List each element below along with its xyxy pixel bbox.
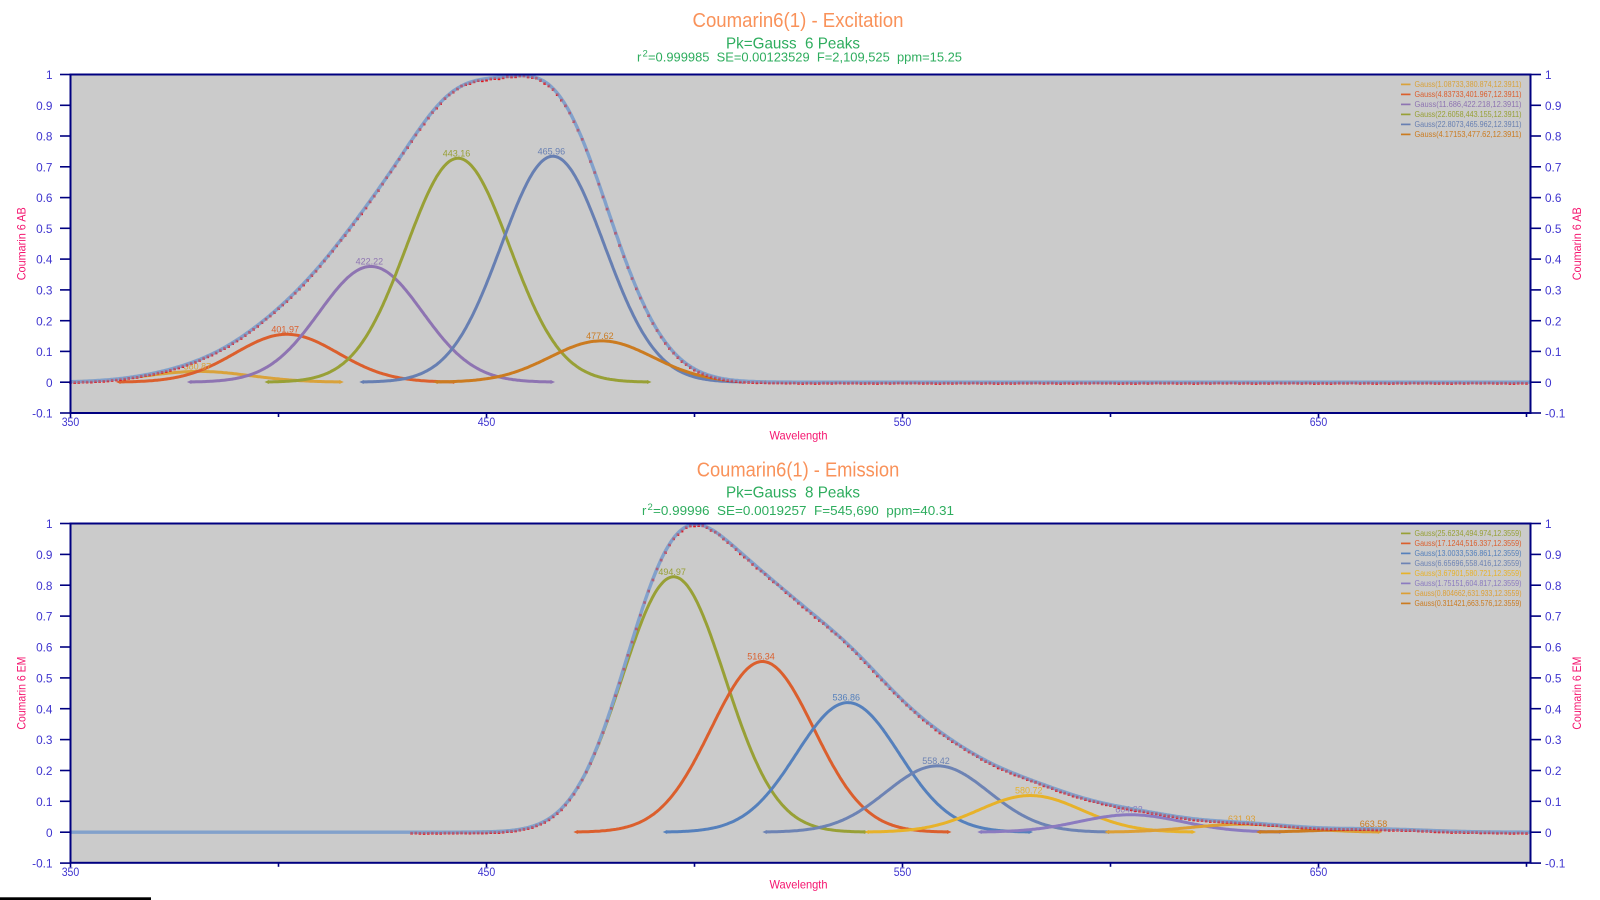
svg-text:Gauss(11.686,422.218,12.3911): Gauss(11.686,422.218,12.3911) (1415, 100, 1522, 109)
svg-text:0.6: 0.6 (1545, 641, 1562, 655)
svg-text:0: 0 (1545, 376, 1552, 390)
svg-text:0.4: 0.4 (36, 702, 53, 716)
svg-text:-0.1: -0.1 (1545, 857, 1565, 871)
svg-text:0.7: 0.7 (1545, 610, 1561, 624)
svg-text:0.6: 0.6 (36, 191, 53, 205)
svg-text:0.4: 0.4 (1545, 253, 1562, 267)
svg-text:Gauss(0.311421,663.576,12.3559: Gauss(0.311421,663.576,12.3559) (1415, 599, 1522, 608)
svg-text:0.8: 0.8 (1545, 130, 1562, 144)
svg-text:0.4: 0.4 (36, 253, 53, 267)
svg-text:=0.99996 SE=0.0019257 F=545,: =0.99996 SE=0.0019257 F=545,690 ppm=40.3… (653, 503, 954, 518)
svg-text:r: r (642, 503, 647, 518)
svg-text:0.3: 0.3 (36, 284, 53, 298)
svg-text:0.3: 0.3 (36, 733, 53, 747)
svg-text:Gauss(1.75151,604.817,12.3559): Gauss(1.75151,604.817,12.3559) (1415, 579, 1522, 588)
svg-text:0: 0 (46, 376, 53, 390)
svg-text:Coumarin 6 EM: Coumarin 6 EM (1570, 657, 1584, 730)
svg-text:663.58: 663.58 (1360, 819, 1388, 829)
svg-text:380.87: 380.87 (184, 361, 212, 371)
svg-text:Gauss(17.1244,516.337,12.3559): Gauss(17.1244,516.337,12.3559) (1415, 539, 1522, 548)
svg-text:536.86: 536.86 (833, 693, 861, 703)
svg-text:0.5: 0.5 (1545, 672, 1562, 686)
svg-text:0.3: 0.3 (1545, 733, 1562, 747)
svg-text:0.6: 0.6 (36, 641, 53, 655)
svg-text:Gauss(13.0033,536.861,12.3559): Gauss(13.0033,536.861,12.3559) (1415, 549, 1522, 558)
svg-text:Gauss(4.17153,477.62,12.3911): Gauss(4.17153,477.62,12.3911) (1415, 130, 1522, 139)
svg-text:0.3: 0.3 (1545, 284, 1562, 298)
svg-text:Coumarin6(1) - Emission: Coumarin6(1) - Emission (697, 459, 900, 482)
svg-text:516.34: 516.34 (747, 652, 775, 662)
svg-text:r: r (637, 50, 642, 65)
svg-text:0.7: 0.7 (1545, 160, 1561, 174)
svg-text:0.7: 0.7 (36, 160, 52, 174)
svg-text:450: 450 (478, 415, 496, 429)
svg-text:558.42: 558.42 (922, 756, 950, 766)
svg-text:401.97: 401.97 (271, 324, 299, 334)
svg-text:Coumarin 6 AB: Coumarin 6 AB (14, 207, 28, 280)
svg-text:0.8: 0.8 (1545, 579, 1562, 593)
svg-text:0.8: 0.8 (36, 579, 53, 593)
svg-text:Pk=Gauss 8 Peaks: Pk=Gauss 8 Peaks (726, 485, 860, 502)
svg-text:=0.999985 SE=0.00123529 F=2,: =0.999985 SE=0.00123529 F=2,109,525 ppm=… (648, 50, 962, 65)
svg-text:443.16: 443.16 (443, 148, 471, 158)
svg-text:477.62: 477.62 (586, 331, 614, 341)
svg-text:2: 2 (648, 502, 653, 513)
svg-text:0.8: 0.8 (36, 130, 53, 144)
svg-text:465.96: 465.96 (538, 146, 566, 156)
svg-text:1: 1 (46, 68, 53, 82)
svg-text:2: 2 (643, 49, 648, 60)
svg-text:1: 1 (46, 517, 53, 531)
svg-text:0.1: 0.1 (36, 345, 52, 359)
svg-text:0.5: 0.5 (36, 222, 53, 236)
svg-text:0.2: 0.2 (36, 314, 52, 328)
svg-text:0.6: 0.6 (1545, 191, 1562, 205)
svg-text:Coumarin 6 EM: Coumarin 6 EM (14, 657, 28, 730)
svg-text:0.9: 0.9 (36, 99, 52, 113)
svg-text:0.2: 0.2 (1545, 314, 1561, 328)
svg-text:550: 550 (894, 415, 912, 429)
svg-text:Pk=Gauss 6 Peaks: Pk=Gauss 6 Peaks (726, 36, 860, 53)
svg-text:0.5: 0.5 (36, 672, 53, 686)
svg-text:450: 450 (478, 865, 496, 879)
svg-text:-0.1: -0.1 (32, 407, 52, 421)
svg-text:Wavelength: Wavelength (770, 878, 828, 892)
svg-text:-0.1: -0.1 (32, 857, 52, 871)
svg-text:580.72: 580.72 (1015, 786, 1043, 796)
svg-text:Gauss(1.08733,380.874,12.3911): Gauss(1.08733,380.874,12.3911) (1415, 80, 1522, 89)
svg-text:Wavelength: Wavelength (770, 429, 828, 443)
svg-text:0: 0 (1545, 826, 1552, 840)
svg-text:Coumarin6(1) - Excitation: Coumarin6(1) - Excitation (693, 9, 904, 32)
svg-text:1: 1 (1545, 68, 1552, 82)
svg-text:Coumarin 6 AB: Coumarin 6 AB (1570, 207, 1584, 280)
svg-text:350: 350 (62, 865, 80, 879)
svg-text:-0.1: -0.1 (1545, 407, 1565, 421)
svg-text:0.9: 0.9 (36, 548, 52, 562)
svg-text:0.2: 0.2 (36, 764, 52, 778)
svg-text:650: 650 (1310, 865, 1328, 879)
svg-text:0: 0 (46, 826, 53, 840)
svg-text:Gauss(3.67901,580.721,12.3559): Gauss(3.67901,580.721,12.3559) (1415, 569, 1522, 578)
svg-text:Gauss(0.804662,631.933,12.3559: Gauss(0.804662,631.933,12.3559) (1415, 589, 1522, 598)
svg-text:0.7: 0.7 (36, 610, 52, 624)
svg-text:Gauss(22.8073,465.962,12.3911): Gauss(22.8073,465.962,12.3911) (1415, 120, 1522, 129)
svg-text:0.9: 0.9 (1545, 548, 1561, 562)
svg-text:0.4: 0.4 (1545, 702, 1562, 716)
svg-text:1: 1 (1545, 517, 1552, 531)
svg-text:350: 350 (62, 415, 80, 429)
svg-text:Gauss(22.6058,443.155,12.3911): Gauss(22.6058,443.155,12.3911) (1415, 110, 1522, 119)
svg-text:Gauss(6.65696,558.416,12.3559): Gauss(6.65696,558.416,12.3559) (1415, 559, 1522, 568)
svg-text:0.2: 0.2 (1545, 764, 1561, 778)
svg-text:0.1: 0.1 (1545, 345, 1561, 359)
svg-text:422.22: 422.22 (356, 256, 384, 266)
svg-text:Gauss(4.83733,401.967,12.3911): Gauss(4.83733,401.967,12.3911) (1415, 90, 1522, 99)
svg-text:0.1: 0.1 (1545, 795, 1561, 809)
svg-text:0.9: 0.9 (1545, 99, 1561, 113)
svg-text:631.93: 631.93 (1228, 814, 1256, 824)
svg-text:550: 550 (894, 865, 912, 879)
svg-text:494.97: 494.97 (658, 567, 686, 577)
svg-text:0.1: 0.1 (36, 795, 52, 809)
svg-text:0.5: 0.5 (1545, 222, 1562, 236)
svg-text:650: 650 (1310, 415, 1328, 429)
svg-text:Gauss(25.6234,494.974,12.3559): Gauss(25.6234,494.974,12.3559) (1415, 529, 1522, 538)
